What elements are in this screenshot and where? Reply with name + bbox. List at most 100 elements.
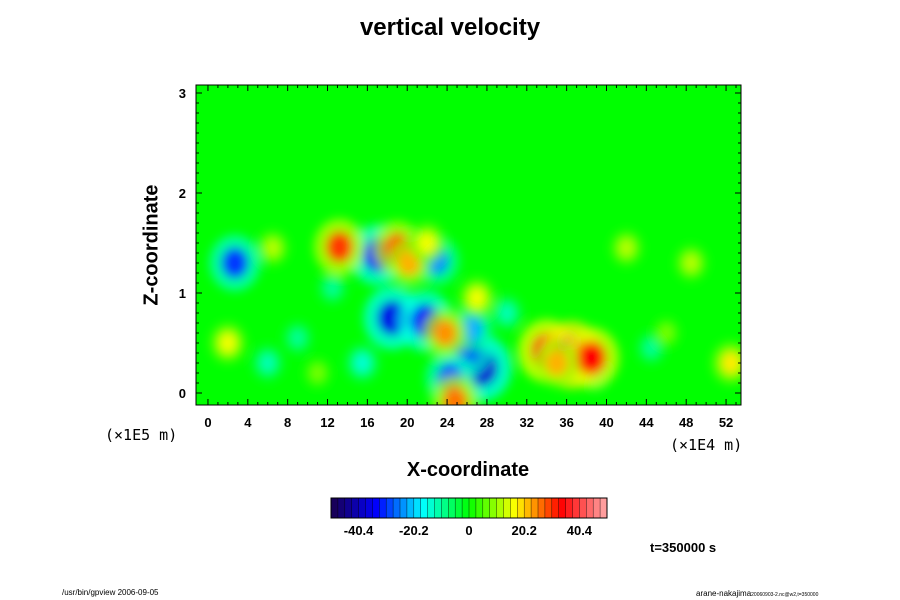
- y-axis: 0 1 2 3: [179, 86, 741, 401]
- x-tick-label: 28: [480, 415, 494, 430]
- x-tick-label: 16: [360, 415, 374, 430]
- colorbar-swatch: [448, 498, 456, 518]
- chart-title: vertical velocity: [359, 14, 541, 41]
- colorbar-swatch: [593, 498, 601, 518]
- colorbar-swatch: [517, 498, 525, 518]
- heatmap-cell: [310, 364, 325, 382]
- colorbar-swatch: [469, 498, 477, 518]
- colorbar-swatch: [565, 498, 573, 518]
- x-tick-label: 24: [440, 415, 455, 430]
- colorbar-swatch: [427, 498, 435, 518]
- colorbar-swatch: [475, 498, 484, 518]
- colorbar-swatch: [393, 498, 401, 518]
- heatmap-cell: [324, 278, 341, 298]
- x-tick-label: 40: [599, 415, 613, 430]
- colorbar-swatch: [372, 498, 380, 518]
- colorbar-tick-label: -40.4: [344, 523, 374, 538]
- x-tick-label: 36: [559, 415, 573, 430]
- colorbar-swatch: [462, 498, 470, 518]
- heatmap-cell: [577, 341, 607, 375]
- colorbar-swatch: [538, 498, 546, 518]
- colorbar-swatch: [358, 498, 366, 518]
- y-tick-label: 2: [179, 186, 186, 201]
- x-tick-label: 8: [284, 415, 291, 430]
- heatmap-cell: [326, 231, 353, 263]
- colorbar-swatch: [386, 498, 394, 518]
- heatmap-cell: [720, 351, 741, 375]
- y-axis-unit: (×1E5 m): [105, 426, 178, 444]
- colorbar-frame: [330, 497, 608, 519]
- colorbar-swatch: [365, 498, 373, 518]
- heatmap-cell: [618, 238, 635, 258]
- colorbar-swatch: [503, 498, 511, 518]
- plot-frame: [195, 84, 742, 406]
- colorbar-swatch: [531, 498, 539, 518]
- colorbar-tick-label: 0: [465, 523, 472, 538]
- colorbar-swatch: [544, 498, 553, 518]
- colorbar-swatch: [413, 498, 422, 518]
- colorbar-swatch: [434, 498, 442, 518]
- colorbar-swatch: [400, 498, 408, 518]
- x-tick-label: 0: [204, 415, 211, 430]
- colorbar-swatch: [331, 498, 339, 518]
- colorbar-swatch: [510, 498, 518, 518]
- colorbar-swatch: [344, 498, 353, 518]
- heatmap-field: [196, 85, 741, 405]
- footer-source: arane-nakajima20060903-2.nc@w2,t=350000: [696, 589, 818, 598]
- colorbar-swatch: [441, 498, 449, 518]
- x-tick-label: 12: [320, 415, 334, 430]
- y-tick-label: 3: [179, 86, 186, 101]
- x-tick-label: 4: [244, 415, 252, 430]
- heatmap-cell: [433, 319, 457, 347]
- x-tick-label: 44: [639, 415, 654, 430]
- colorbar-swatch: [579, 498, 587, 518]
- y-tick-label: 0: [179, 386, 186, 401]
- x-tick-label: 48: [679, 415, 693, 430]
- colorbar-swatch: [558, 498, 567, 518]
- heatmap-cell: [289, 328, 306, 348]
- colorbar-swatch: [551, 498, 560, 518]
- colorbar-swatch: [489, 498, 498, 518]
- heatmap-cell: [221, 247, 249, 279]
- x-axis-unit: (×1E4 m): [670, 436, 743, 454]
- colorbar-swatch: [524, 498, 532, 518]
- colorbar-tick-label: -20.2: [399, 523, 429, 538]
- colorbar-swatch: [406, 498, 415, 518]
- colorbar-swatch: [351, 498, 360, 518]
- x-tick-label: 32: [520, 415, 534, 430]
- heatmap-cell: [417, 231, 437, 255]
- colorbar-swatch: [482, 498, 491, 518]
- colorbar-swatch: [337, 498, 346, 518]
- colorbar-swatch: [496, 498, 504, 518]
- colorbar-swatch: [420, 498, 429, 518]
- heatmap-cell: [659, 324, 674, 342]
- colorbar: -40.4 -20.2 0 20.2 40.4: [330, 497, 608, 538]
- footer-source-sub: 20060903-2.nc@w2,t=350000: [751, 592, 819, 598]
- heatmap-cell: [218, 331, 238, 355]
- heatmap-cell: [442, 386, 468, 405]
- colorbar-swatch: [600, 498, 608, 518]
- colorbar-swatch: [379, 498, 387, 518]
- footer-source-main: arane-nakajima: [696, 589, 752, 598]
- heatmap-features: [209, 218, 741, 405]
- x-axis-label: X-coordinate: [406, 459, 530, 481]
- heatmap-cell: [498, 303, 516, 323]
- heatmap-cell: [682, 253, 700, 273]
- heatmap-cell: [643, 338, 660, 358]
- heatmap-cell: [259, 353, 277, 373]
- x-tick-label: 52: [719, 415, 733, 430]
- heatmap-cell: [264, 238, 282, 258]
- colorbar-tick-label: 20.2: [512, 523, 537, 538]
- x-tick-label: 20: [400, 415, 414, 430]
- heatmap-cell: [545, 349, 568, 377]
- time-annotation: t=350000 s: [650, 540, 717, 555]
- footer-command: /usr/bin/gpview 2006-09-05: [62, 588, 159, 597]
- y-tick-label: 1: [179, 286, 186, 301]
- colorbar-swatch: [586, 498, 594, 518]
- heatmap-cell: [353, 352, 372, 374]
- colorbar-tick-label: 40.4: [567, 523, 593, 538]
- x-axis: 0 4 8 12 16 20 24 28 32 36 40 44 48 52: [204, 85, 737, 430]
- y-axis-label: Z-coordinate: [140, 184, 163, 306]
- colorbar-swatch: [572, 498, 580, 518]
